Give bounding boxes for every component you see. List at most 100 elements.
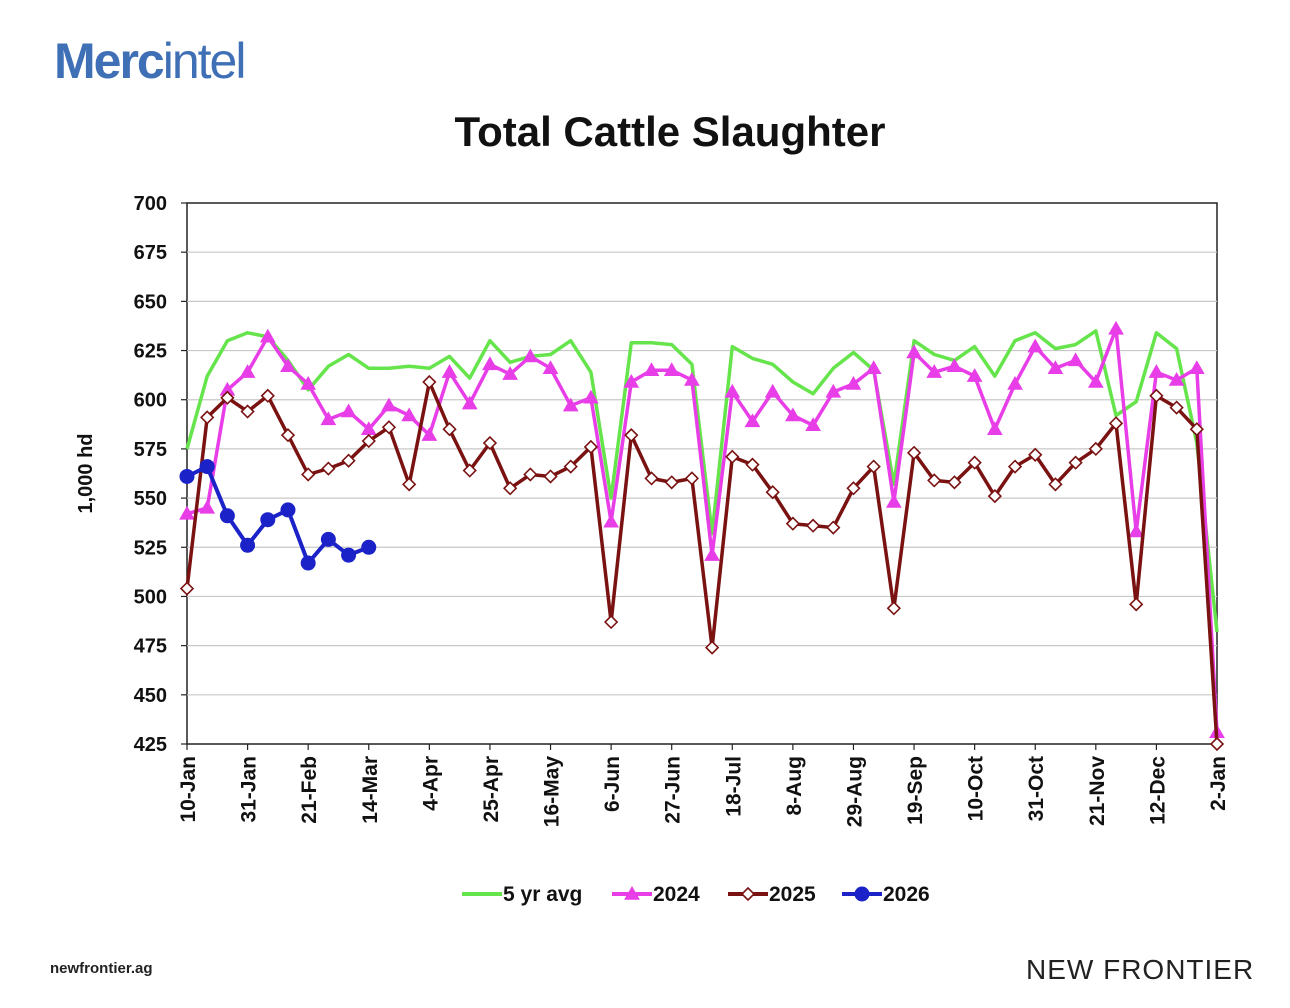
y-tick-label: 475	[134, 636, 167, 658]
logo-light: intel	[162, 33, 247, 89]
series-2024-point	[704, 547, 720, 561]
series-2024-point	[401, 407, 418, 422]
x-tick-label: 25-Apr	[480, 756, 503, 823]
series-2024-point	[259, 328, 276, 343]
series-2024-point	[421, 427, 438, 441]
series-2024-point	[946, 358, 963, 373]
series-2024-point	[865, 360, 882, 375]
series-2025-point	[583, 439, 599, 455]
series-2025-point	[785, 516, 801, 531]
series-2024-point	[886, 494, 902, 508]
series-2025-point	[1209, 736, 1225, 752]
series-2024-point	[562, 397, 579, 412]
series-2024-point	[724, 383, 741, 398]
series-2025-point	[906, 445, 922, 460]
x-tick-label: 18-Jul	[722, 756, 745, 817]
x-tick-label: 4-Apr	[419, 756, 442, 811]
series-2026-point	[300, 555, 316, 571]
series-2024-point	[239, 364, 256, 378]
y-tick-label: 550	[134, 488, 167, 510]
series-2025-point	[967, 455, 982, 470]
series-2024-point	[1047, 360, 1064, 375]
series-2025-point	[1007, 459, 1023, 474]
series-2024-point	[663, 362, 680, 376]
y-tick-label: 575	[134, 439, 167, 461]
series-2024-point	[461, 395, 478, 410]
legend-5-yr-avg-label: 5 yr avg	[503, 883, 582, 906]
x-tick-label: 29-Aug	[843, 756, 866, 827]
y-tick-label: 600	[134, 390, 167, 412]
series-2026-point	[240, 537, 256, 553]
series-2024-point	[966, 368, 983, 382]
series-2025-point	[927, 473, 942, 488]
x-tick-label: 27-Jun	[662, 756, 685, 824]
series-2024-point	[926, 364, 943, 378]
series-2025-point	[1028, 447, 1043, 462]
x-tick-label: 31-Oct	[1025, 756, 1048, 821]
series-2025-point	[603, 614, 619, 630]
legend-2025-label: 2025	[769, 883, 816, 906]
series-2025-point	[341, 453, 356, 468]
series-2025-point	[1189, 422, 1204, 437]
series-2025-point	[1048, 477, 1063, 492]
y-tick-label: 425	[134, 734, 167, 756]
series-2025-point	[826, 520, 841, 535]
series-2024-point	[1087, 374, 1104, 388]
mercintel-logo: Mercintel	[54, 32, 247, 90]
series-2026-point	[341, 547, 357, 563]
series-2026-point	[320, 531, 336, 547]
series-2025-point	[846, 481, 861, 496]
legend-2026-point	[854, 886, 870, 902]
series-2024-point	[785, 407, 801, 422]
y-tick-label: 700	[134, 193, 167, 215]
y-tick-label: 500	[134, 586, 167, 608]
y-tick-label: 625	[134, 341, 167, 363]
series-2024-point	[1188, 360, 1205, 375]
series-2025-point	[745, 457, 760, 472]
series-2024-point	[179, 505, 195, 520]
series-2026-point	[219, 508, 235, 524]
series-2026-point	[260, 512, 276, 528]
series-2024-point	[1007, 375, 1023, 390]
series-2025-point	[765, 485, 780, 500]
series-2025-point	[220, 390, 235, 405]
series-2025-point	[321, 461, 336, 476]
series-2024-point	[583, 389, 599, 404]
series-2026-point	[179, 468, 195, 484]
series-2024-point	[906, 344, 922, 359]
y-tick-label: 675	[134, 242, 167, 264]
plot-area	[186, 202, 1218, 745]
series-2024-point	[1168, 372, 1185, 386]
legend-2024-label: 2024	[653, 883, 700, 906]
series-2024-point	[845, 375, 862, 390]
series-2025-point	[563, 459, 578, 474]
logo-bold: Merc	[54, 33, 165, 89]
series-2024-point	[825, 383, 842, 398]
series-2025-point	[482, 435, 498, 451]
series-2024-point	[1108, 320, 1124, 335]
series-2025-point	[987, 488, 1002, 504]
series-2026-point	[199, 459, 215, 475]
series-2025-point	[1068, 455, 1083, 470]
series-2025-point	[664, 475, 679, 490]
series-2024-point	[441, 364, 458, 378]
series-2024-point	[643, 362, 660, 376]
x-tick-label: 21-Nov	[1086, 756, 1109, 826]
series-5-yr-avg-line	[185, 329, 1219, 633]
series-2025-point	[301, 467, 316, 482]
x-tick-label: 21-Feb	[298, 756, 321, 824]
x-tick-label: 8-Aug	[783, 756, 806, 816]
series-2025-point	[179, 581, 195, 596]
series-2025-point	[725, 449, 740, 464]
legend-2026-label: 2026	[883, 883, 930, 906]
series-2024-point	[1128, 523, 1145, 538]
x-tick-label: 14-Mar	[359, 756, 382, 824]
series-2025-point	[381, 420, 397, 435]
website-link[interactable]: newfrontier.ag	[50, 960, 153, 977]
series-2025-point	[200, 410, 215, 425]
series-2024-point	[805, 417, 821, 432]
series-2024-point	[764, 383, 781, 398]
series-2025-point	[361, 433, 376, 449]
series-2025-point	[260, 388, 275, 403]
series-2024-point	[744, 413, 761, 428]
